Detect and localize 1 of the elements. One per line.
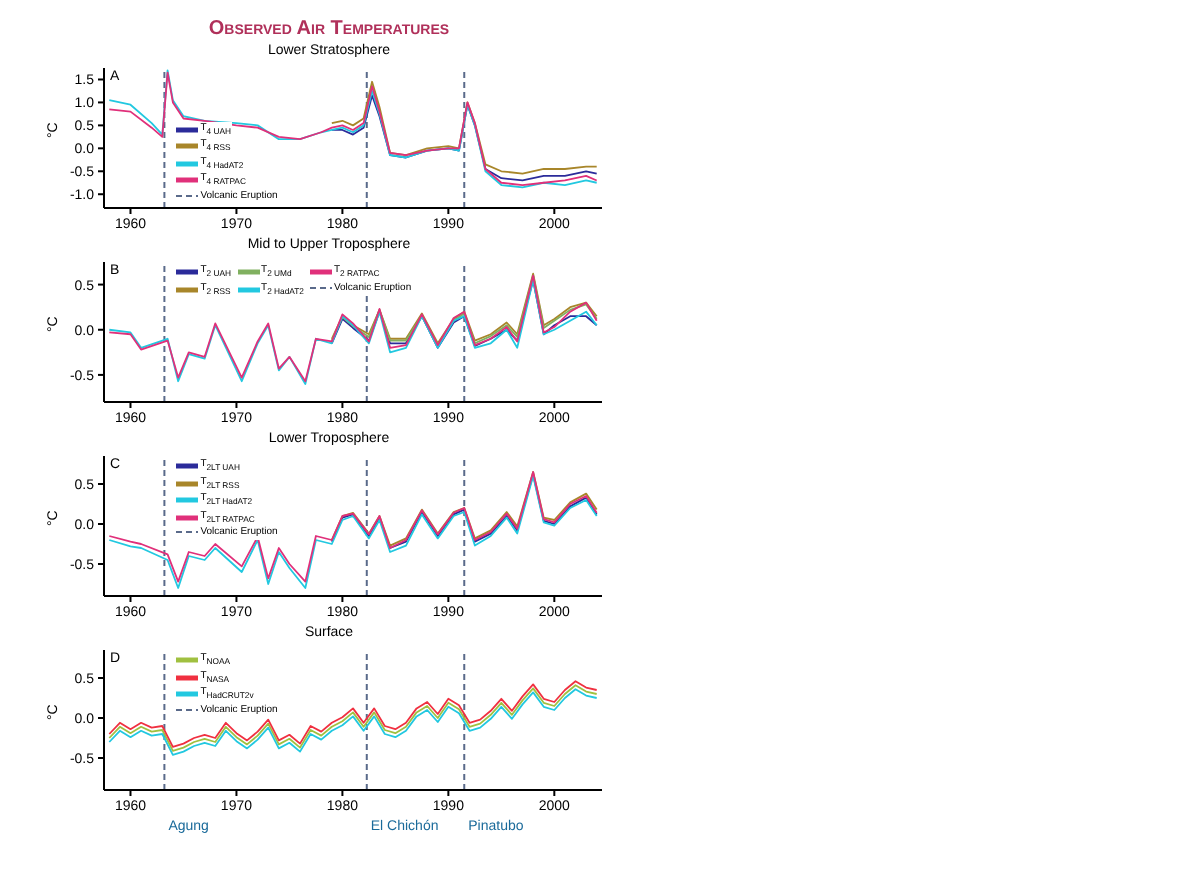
chart-title: Observed Air Temperatures [206, 16, 452, 42]
